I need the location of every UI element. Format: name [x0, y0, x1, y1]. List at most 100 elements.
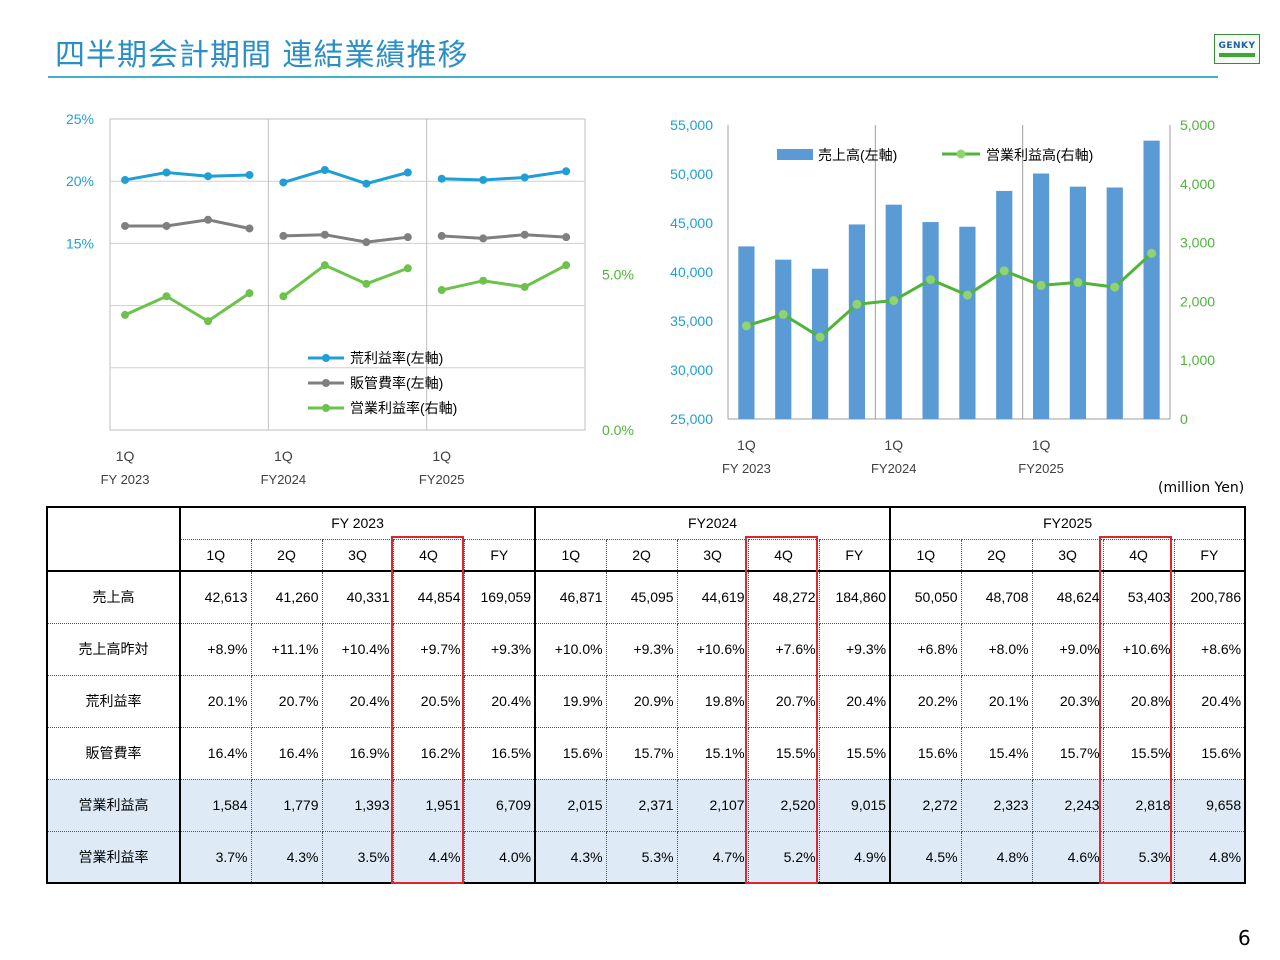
row-label: 売上高昨対	[46, 622, 181, 676]
row-label: 営業利益高	[46, 778, 181, 832]
plot-area	[109, 118, 586, 431]
logo-bar	[1219, 53, 1255, 57]
table-cell: 15.5%	[747, 726, 820, 780]
table-cell: 16.9%	[321, 726, 394, 780]
x-tick-year: FY 2023	[722, 461, 771, 476]
sales-bar	[848, 224, 866, 419]
year-header-row: FY 2023 FY2024 FY2025	[46, 506, 1247, 572]
table-cell: +11.1%	[250, 622, 323, 676]
table-cell: +8.0%	[960, 622, 1033, 676]
sales-bar	[1106, 187, 1123, 419]
op-margin-point	[320, 261, 329, 270]
table-cell: 4.7%	[676, 830, 749, 884]
op-income-point	[741, 321, 751, 331]
period-header: 1Q	[179, 538, 252, 572]
table-cell: 4.8%	[1173, 830, 1247, 884]
units-label: (million Yen)	[1158, 480, 1245, 496]
table-row: 荒利益率 20.1% 20.7% 20.4% 20.5% 20.4% 19.9% 20.9% 1…	[46, 674, 1247, 728]
page-number: 6	[1238, 926, 1251, 950]
op-margin-point	[279, 292, 288, 301]
op-income-point	[852, 299, 862, 309]
table-cell: 3.7%	[179, 830, 252, 884]
sga-ratio-line	[441, 233, 567, 240]
title-underline	[48, 76, 1218, 78]
table-cell: 16.5%	[463, 726, 536, 780]
sales-bar	[885, 204, 902, 419]
sales-bar	[811, 268, 829, 419]
op-margin-point	[520, 282, 529, 291]
table-cell: +8.6%	[1173, 622, 1247, 676]
table-cell: 1,951	[392, 778, 465, 832]
sga-ratio-point	[362, 238, 371, 247]
results-table: FY 2023 FY2024 FY2025 1Q 2Q 3Q 4Q FY 1Q 2Q 3Q 4Q FY 1…	[46, 506, 1247, 884]
period-header: 2Q	[960, 538, 1033, 572]
table-cell: +9.3%	[818, 622, 891, 676]
left-tick-label: 55,000	[670, 117, 713, 133]
table-cell: +9.3%	[463, 622, 536, 676]
left-tick-label: 50,000	[670, 166, 713, 182]
table-cell: 15.7%	[605, 726, 678, 780]
row-label: 営業利益率	[46, 830, 181, 884]
table-cell: 4.3%	[534, 830, 607, 884]
table-cell: 15.4%	[960, 726, 1033, 780]
period-header: FY	[818, 538, 891, 572]
gross-margin-point	[437, 174, 446, 183]
sales-bar	[738, 246, 755, 419]
table-cell: +9.0%	[1031, 622, 1104, 676]
sga-ratio-point	[437, 231, 446, 240]
year-header: FY2025	[889, 506, 1247, 540]
x-tick-quarter: 1Q	[1032, 437, 1051, 453]
table-cell: 42,613	[179, 570, 252, 624]
table-cell: 20.5%	[392, 674, 465, 728]
table-cell: 9,658	[1173, 778, 1247, 832]
table-cell: 20.4%	[321, 674, 394, 728]
right-tick-label: 1,000	[1180, 352, 1215, 368]
table-cell: 20.4%	[1173, 674, 1247, 728]
sga-ratio-point	[320, 230, 329, 239]
table-cell: 2,015	[534, 778, 607, 832]
table-cell: 44,619	[676, 570, 749, 624]
row-label: 販管費率	[46, 726, 181, 780]
gross-margin-legend-label: 荒利益率(左軸)	[350, 350, 443, 366]
sales-bar	[1143, 140, 1160, 419]
table-cell: 20.7%	[250, 674, 323, 728]
sga-ratio-point	[121, 221, 130, 230]
op-margin-point	[245, 289, 254, 298]
table-row: 売上高昨対 +8.9% +11.1% +10.4% +9.7% +9.3% +10.0% +9…	[46, 622, 1247, 676]
left-tick-label: 35,000	[670, 313, 713, 329]
right-tick-label: 5.0%	[602, 267, 634, 283]
gross-margin-line	[441, 169, 567, 182]
table-cell: 15.6%	[1173, 726, 1247, 780]
x-tick-year: FY2024	[871, 461, 917, 476]
op-income-legend-label: 営業利益高(右軸)	[986, 147, 1093, 163]
op-margin-line	[282, 263, 409, 298]
period-header: 2Q	[605, 538, 678, 572]
x-tick-quarter: 1Q	[116, 448, 135, 464]
x-tick-quarter: 1Q	[274, 448, 293, 464]
highlight-4q-fy2024	[745, 536, 818, 884]
op-margin-point	[479, 276, 488, 285]
logo-text: GENKY	[1218, 41, 1256, 51]
table-cell: 19.8%	[676, 674, 749, 728]
company-logo: GENKY	[1214, 34, 1260, 64]
table-cell: 45,095	[605, 570, 678, 624]
table-cell: 53,403	[1102, 570, 1175, 624]
x-tick-year: FY2025	[1018, 461, 1064, 476]
left-tick-label: 25,000	[670, 411, 713, 427]
gross-margin-line	[282, 168, 409, 186]
period-header: 1Q	[534, 538, 607, 572]
left-tick-label: 25%	[66, 111, 94, 127]
op-income-point	[926, 275, 936, 285]
sga-ratio-point	[204, 215, 213, 224]
table-cell: 200,786	[1173, 570, 1247, 624]
period-header: 3Q	[1031, 538, 1104, 572]
op-margin-point	[437, 286, 446, 295]
sales-legend-label: 売上高(左軸)	[818, 147, 897, 163]
sales-bar	[775, 259, 792, 419]
table-cell: 15.1%	[676, 726, 749, 780]
gross-margin-point	[204, 172, 213, 181]
table-cell: 19.9%	[534, 674, 607, 728]
gross-margin-point	[562, 167, 571, 176]
gross-margin-point	[362, 179, 371, 188]
table-cell: 16.2%	[392, 726, 465, 780]
